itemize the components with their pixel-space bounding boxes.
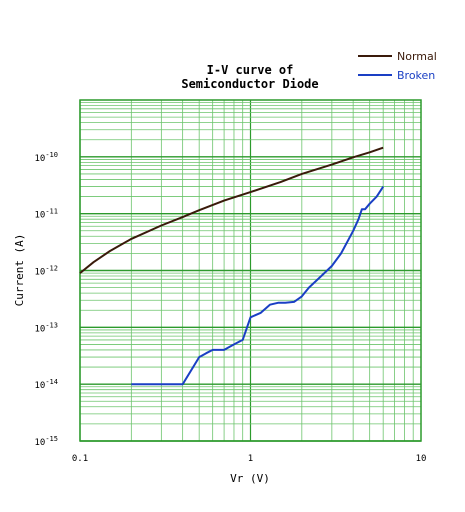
y-tick-base: 10 [35,381,46,391]
y-tick-base: 10 [35,268,46,278]
y-tick-exponent: -14 [45,378,58,386]
y-tick-exponent: -12 [45,265,58,273]
legend-label-normal: Normal [397,50,437,63]
y-tick-base: 10 [35,211,46,221]
y-tick-exponent: -15 [45,435,58,443]
y-tick-exponent: -10 [45,151,58,159]
y-tick-exponent: -13 [45,321,58,329]
legend: Normal Broken [352,44,460,84]
plot-frame [79,99,422,442]
chart-title-line: Semiconductor Diode [181,77,318,91]
series-line-broken [131,186,385,386]
y-tick-base: 10 [35,154,46,164]
y-tick-label: 10-10 [35,151,59,164]
legend-label-broken: Broken [397,69,435,82]
y-tick-exponent: -11 [45,208,58,216]
series-line-normal [79,146,384,274]
plot-grid [79,100,421,442]
y-tick-label: 10-11 [35,208,59,221]
legend-box [352,44,460,84]
y-tick-base: 10 [35,438,46,448]
x-tick-labels: 0.1 1 10 [72,454,427,464]
series-lines [79,146,385,386]
y-tick-label: 10-15 [35,435,59,448]
x-tick-label: 0.1 [72,454,88,464]
y-tick-base: 10 [35,324,46,334]
x-tick-label: 1 [248,454,253,464]
x-axis-label: Vr (V) [230,472,270,485]
x-tick-label: 10 [416,454,427,464]
y-tick-label: 10-12 [35,265,59,278]
chart-title-line: I-V curve of [207,63,294,77]
y-tick-label: 10-14 [35,378,59,391]
y-axis-label: Current (A) [13,234,26,307]
y-tick-label: 10-13 [35,321,59,334]
